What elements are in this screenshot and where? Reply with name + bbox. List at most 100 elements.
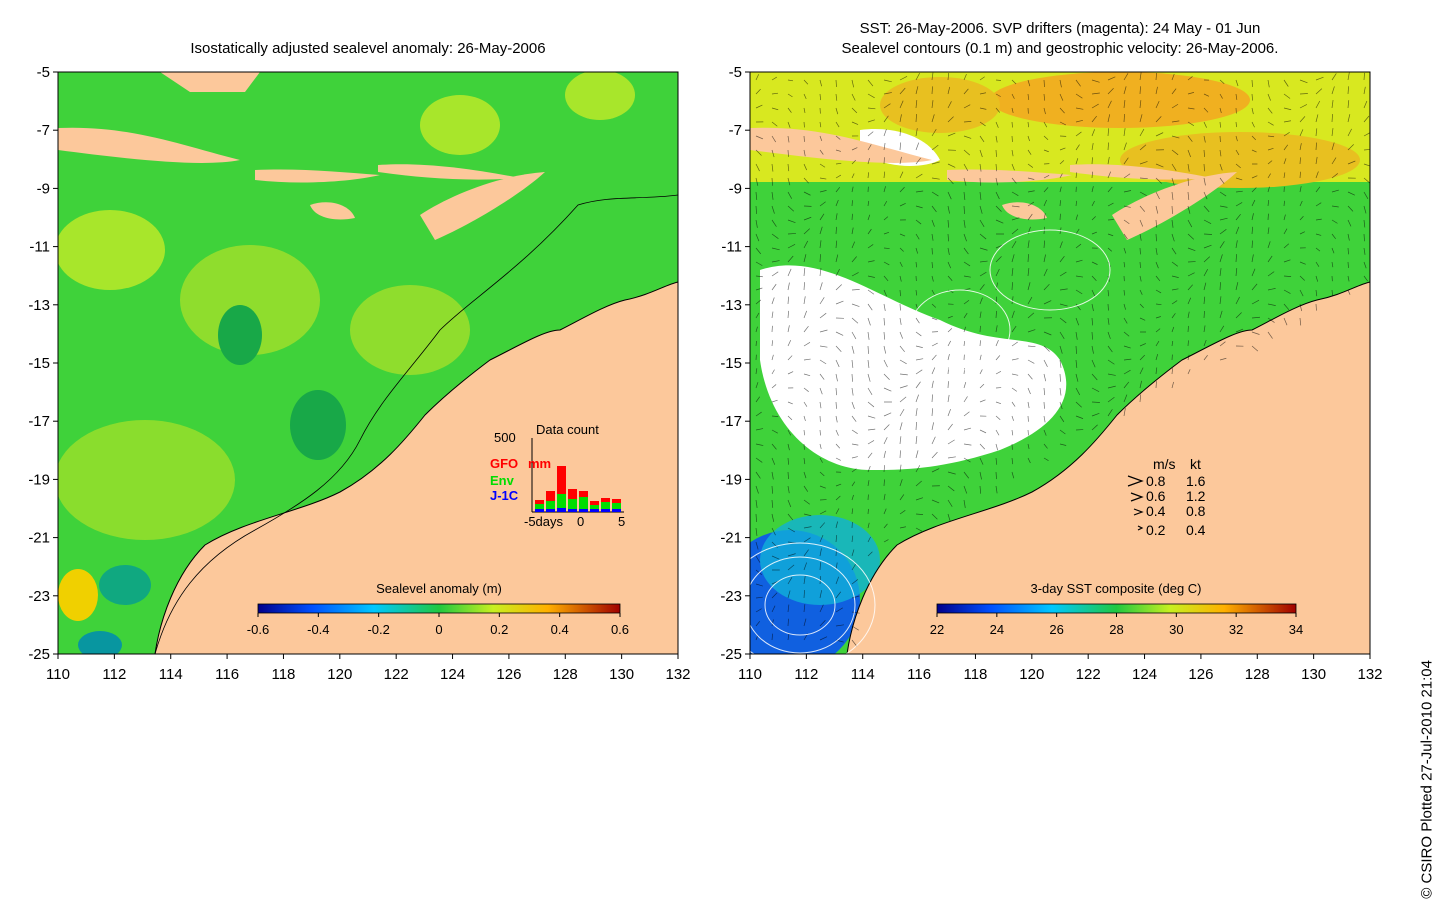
inset-bar xyxy=(568,499,577,509)
inset-ymax-label: 500 xyxy=(494,430,516,445)
inset-bar xyxy=(568,509,577,512)
right-colorbar-tick-label: 26 xyxy=(1049,622,1063,637)
inset-bar xyxy=(579,491,588,497)
left-lon-label: 124 xyxy=(440,666,465,683)
right-lat-label: -9 xyxy=(729,180,742,197)
inset-legend-env: Env xyxy=(490,473,515,488)
right-colorbar-tick-label: 22 xyxy=(930,622,944,637)
velocity-vector xyxy=(852,214,853,220)
left-lon-label: 130 xyxy=(609,666,634,683)
left-colorbar-gradient xyxy=(258,604,620,613)
sst-warm-patch xyxy=(1120,132,1360,188)
right-lon-label: 122 xyxy=(1076,666,1101,683)
inset-bar xyxy=(612,509,621,512)
right-colorbar-gradient xyxy=(937,604,1296,613)
inset-bar xyxy=(590,501,599,505)
inset-legend-mm: mm xyxy=(528,456,551,471)
anomaly-patch xyxy=(78,631,122,659)
left-lon-label: 128 xyxy=(553,666,578,683)
velocity-row-ms: 0.4 xyxy=(1146,503,1166,519)
left-lat-label: -5 xyxy=(37,64,50,81)
velocity-row-kt: 1.6 xyxy=(1186,473,1206,489)
right-lon-label: 130 xyxy=(1301,666,1326,683)
left-lon-label: 122 xyxy=(384,666,409,683)
right-lon-label: 128 xyxy=(1245,666,1270,683)
anomaly-patch xyxy=(420,95,500,155)
right-lon-label: 116 xyxy=(907,666,931,683)
inset-bar xyxy=(579,497,588,509)
right-lat-label: -13 xyxy=(720,297,742,314)
inset-x-label-zero: 0 xyxy=(577,514,584,529)
anomaly-patch xyxy=(290,390,346,460)
left-lon-label: 116 xyxy=(215,666,239,683)
right-lon-label: 110 xyxy=(738,666,762,683)
velocity-legend-ms-header: m/s xyxy=(1153,456,1176,472)
right-lat-label: -23 xyxy=(720,588,742,605)
left-colorbar-label: Sealevel anomaly (m) xyxy=(376,581,502,596)
left-colorbar-tick-label: 0.4 xyxy=(551,622,569,637)
velocity-row-kt: 1.2 xyxy=(1186,488,1206,504)
inset-x-label-start: -5days xyxy=(524,514,564,529)
left-lat-label: -21 xyxy=(28,530,50,547)
right-lon-label: 112 xyxy=(794,666,818,683)
inset-bar xyxy=(568,489,577,499)
inset-bar xyxy=(535,504,544,509)
velocity-vector xyxy=(836,80,837,87)
right-lat-label: -7 xyxy=(729,122,742,139)
velocity-row-ms: 0.6 xyxy=(1146,488,1166,504)
left-lon-label: 126 xyxy=(496,666,521,683)
inset-bar xyxy=(546,501,555,509)
left-lon-label: 120 xyxy=(327,666,352,683)
anomaly-patch xyxy=(55,420,235,540)
inset-bar xyxy=(557,494,566,508)
anomaly-patch xyxy=(55,210,165,290)
inset-bar xyxy=(535,509,544,512)
left-lat-label: -19 xyxy=(28,471,50,488)
right-colorbar-tick-label: 34 xyxy=(1289,622,1303,637)
inset-bar xyxy=(612,499,621,503)
right-colorbar-tick-label: 30 xyxy=(1169,622,1183,637)
right-colorbar-tick-label: 24 xyxy=(990,622,1004,637)
left-colorbar-tick-label: -0.2 xyxy=(367,622,389,637)
inset-bar xyxy=(557,508,566,512)
inset-bar xyxy=(579,509,588,512)
inset-bar xyxy=(535,500,544,504)
sst-warm-patch xyxy=(990,72,1250,128)
left-lat-label: -13 xyxy=(28,297,50,314)
anomaly-patch xyxy=(99,565,151,605)
left-lon-label: 112 xyxy=(102,666,126,683)
velocity-row-ms: 0.2 xyxy=(1146,522,1166,538)
right-lat-label: -5 xyxy=(729,64,742,81)
right-lat-label: -19 xyxy=(720,471,742,488)
velocity-row-ms: 0.8 xyxy=(1146,473,1166,489)
inset-bar xyxy=(546,509,555,512)
right-lon-label: 132 xyxy=(1357,666,1382,683)
right-lat-label: -15 xyxy=(720,355,742,372)
inset-bar xyxy=(546,491,555,501)
left-lat-label: -11 xyxy=(29,239,50,256)
right-lat-label: -25 xyxy=(720,646,742,663)
right-lon-label: 120 xyxy=(1019,666,1044,683)
anomaly-patch xyxy=(350,285,470,375)
right-lon-label: 118 xyxy=(963,666,987,683)
credit-text: © CSIRO Plotted 27-Jul-2010 21:04 xyxy=(1419,660,1436,899)
left-lon-label: 110 xyxy=(46,666,70,683)
inset-bar xyxy=(612,503,621,509)
inset-legend-j1c: J-1C xyxy=(490,488,519,503)
inset-bar xyxy=(590,509,599,512)
inset-title: Data count xyxy=(536,422,599,437)
inset-bar xyxy=(601,509,610,512)
sealevel-anomaly-map xyxy=(55,70,678,659)
left-lon-label: 114 xyxy=(159,666,183,683)
left-lat-label: -17 xyxy=(28,413,50,430)
right-colorbar-label: 3-day SST composite (deg C) xyxy=(1031,581,1202,596)
right-colorbar-tick-label: 32 xyxy=(1229,622,1243,637)
velocity-row-kt: 0.4 xyxy=(1186,522,1206,538)
inset-legend-gfo: GFO xyxy=(490,456,518,471)
left-colorbar-tick-label: 0.2 xyxy=(490,622,508,637)
left-colorbar-tick-label: 0 xyxy=(435,622,442,637)
inset-bar xyxy=(557,466,566,494)
sst-warm-patch xyxy=(880,77,1000,133)
velocity-legend-kt-header: kt xyxy=(1190,456,1201,472)
anomaly-patch xyxy=(58,569,98,621)
